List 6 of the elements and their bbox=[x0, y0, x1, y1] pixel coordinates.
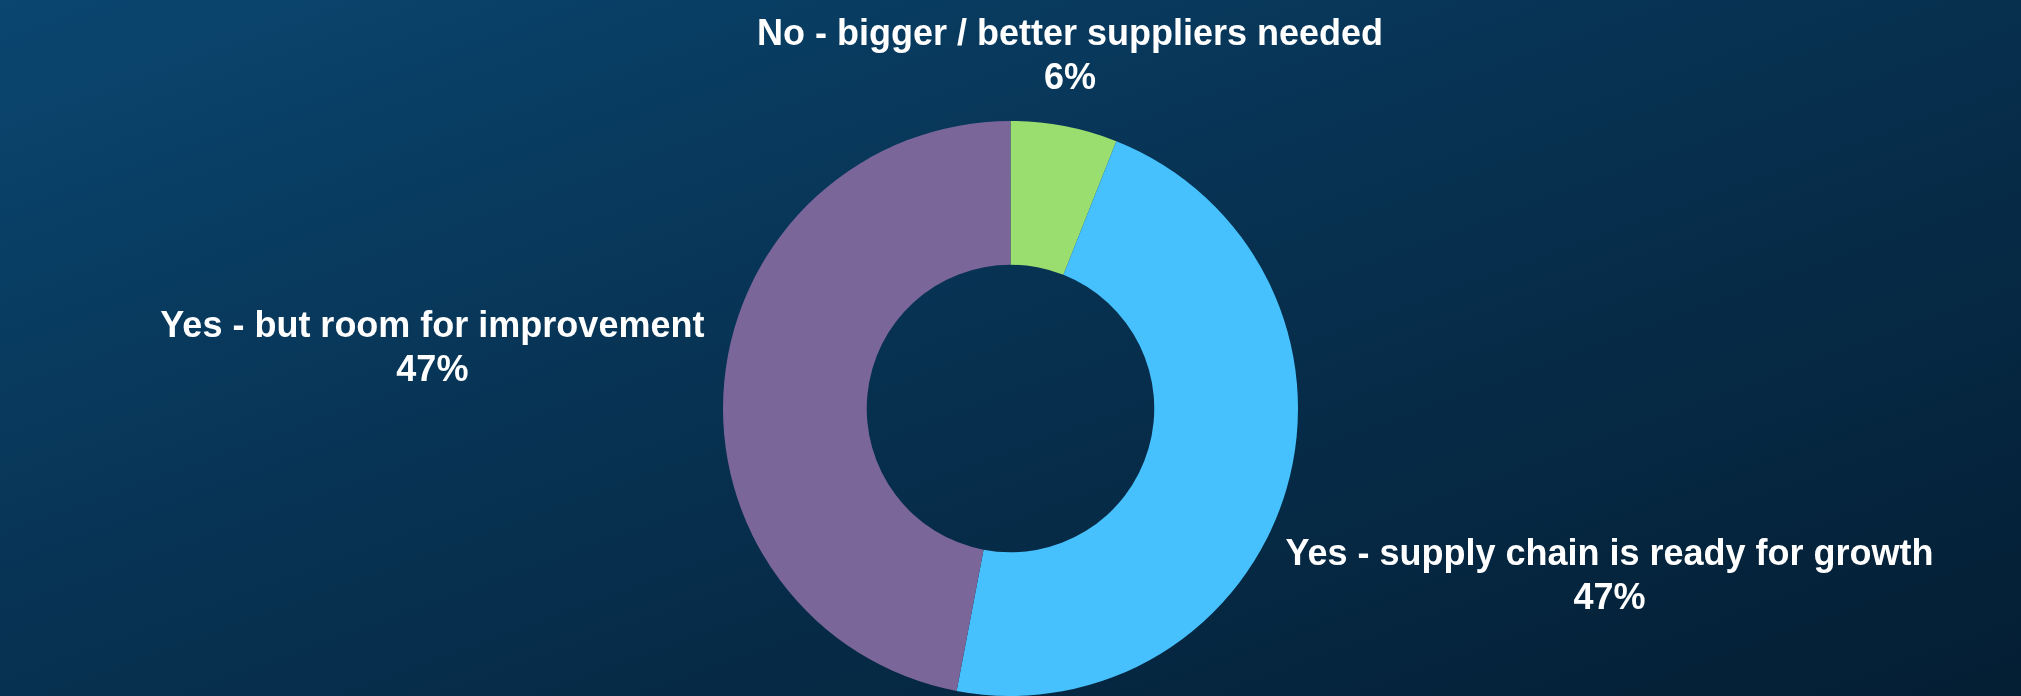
data-label: 47% bbox=[1573, 576, 1646, 617]
slice-label: Yes - but room for improvement bbox=[160, 303, 705, 345]
data-label: 47% bbox=[396, 347, 469, 389]
slice-label: Yes - supply chain is ready for growth bbox=[1285, 532, 1934, 573]
data-label: 6% bbox=[1043, 55, 1097, 97]
slice-label: No - bigger / better suppliers needed bbox=[756, 11, 1384, 53]
